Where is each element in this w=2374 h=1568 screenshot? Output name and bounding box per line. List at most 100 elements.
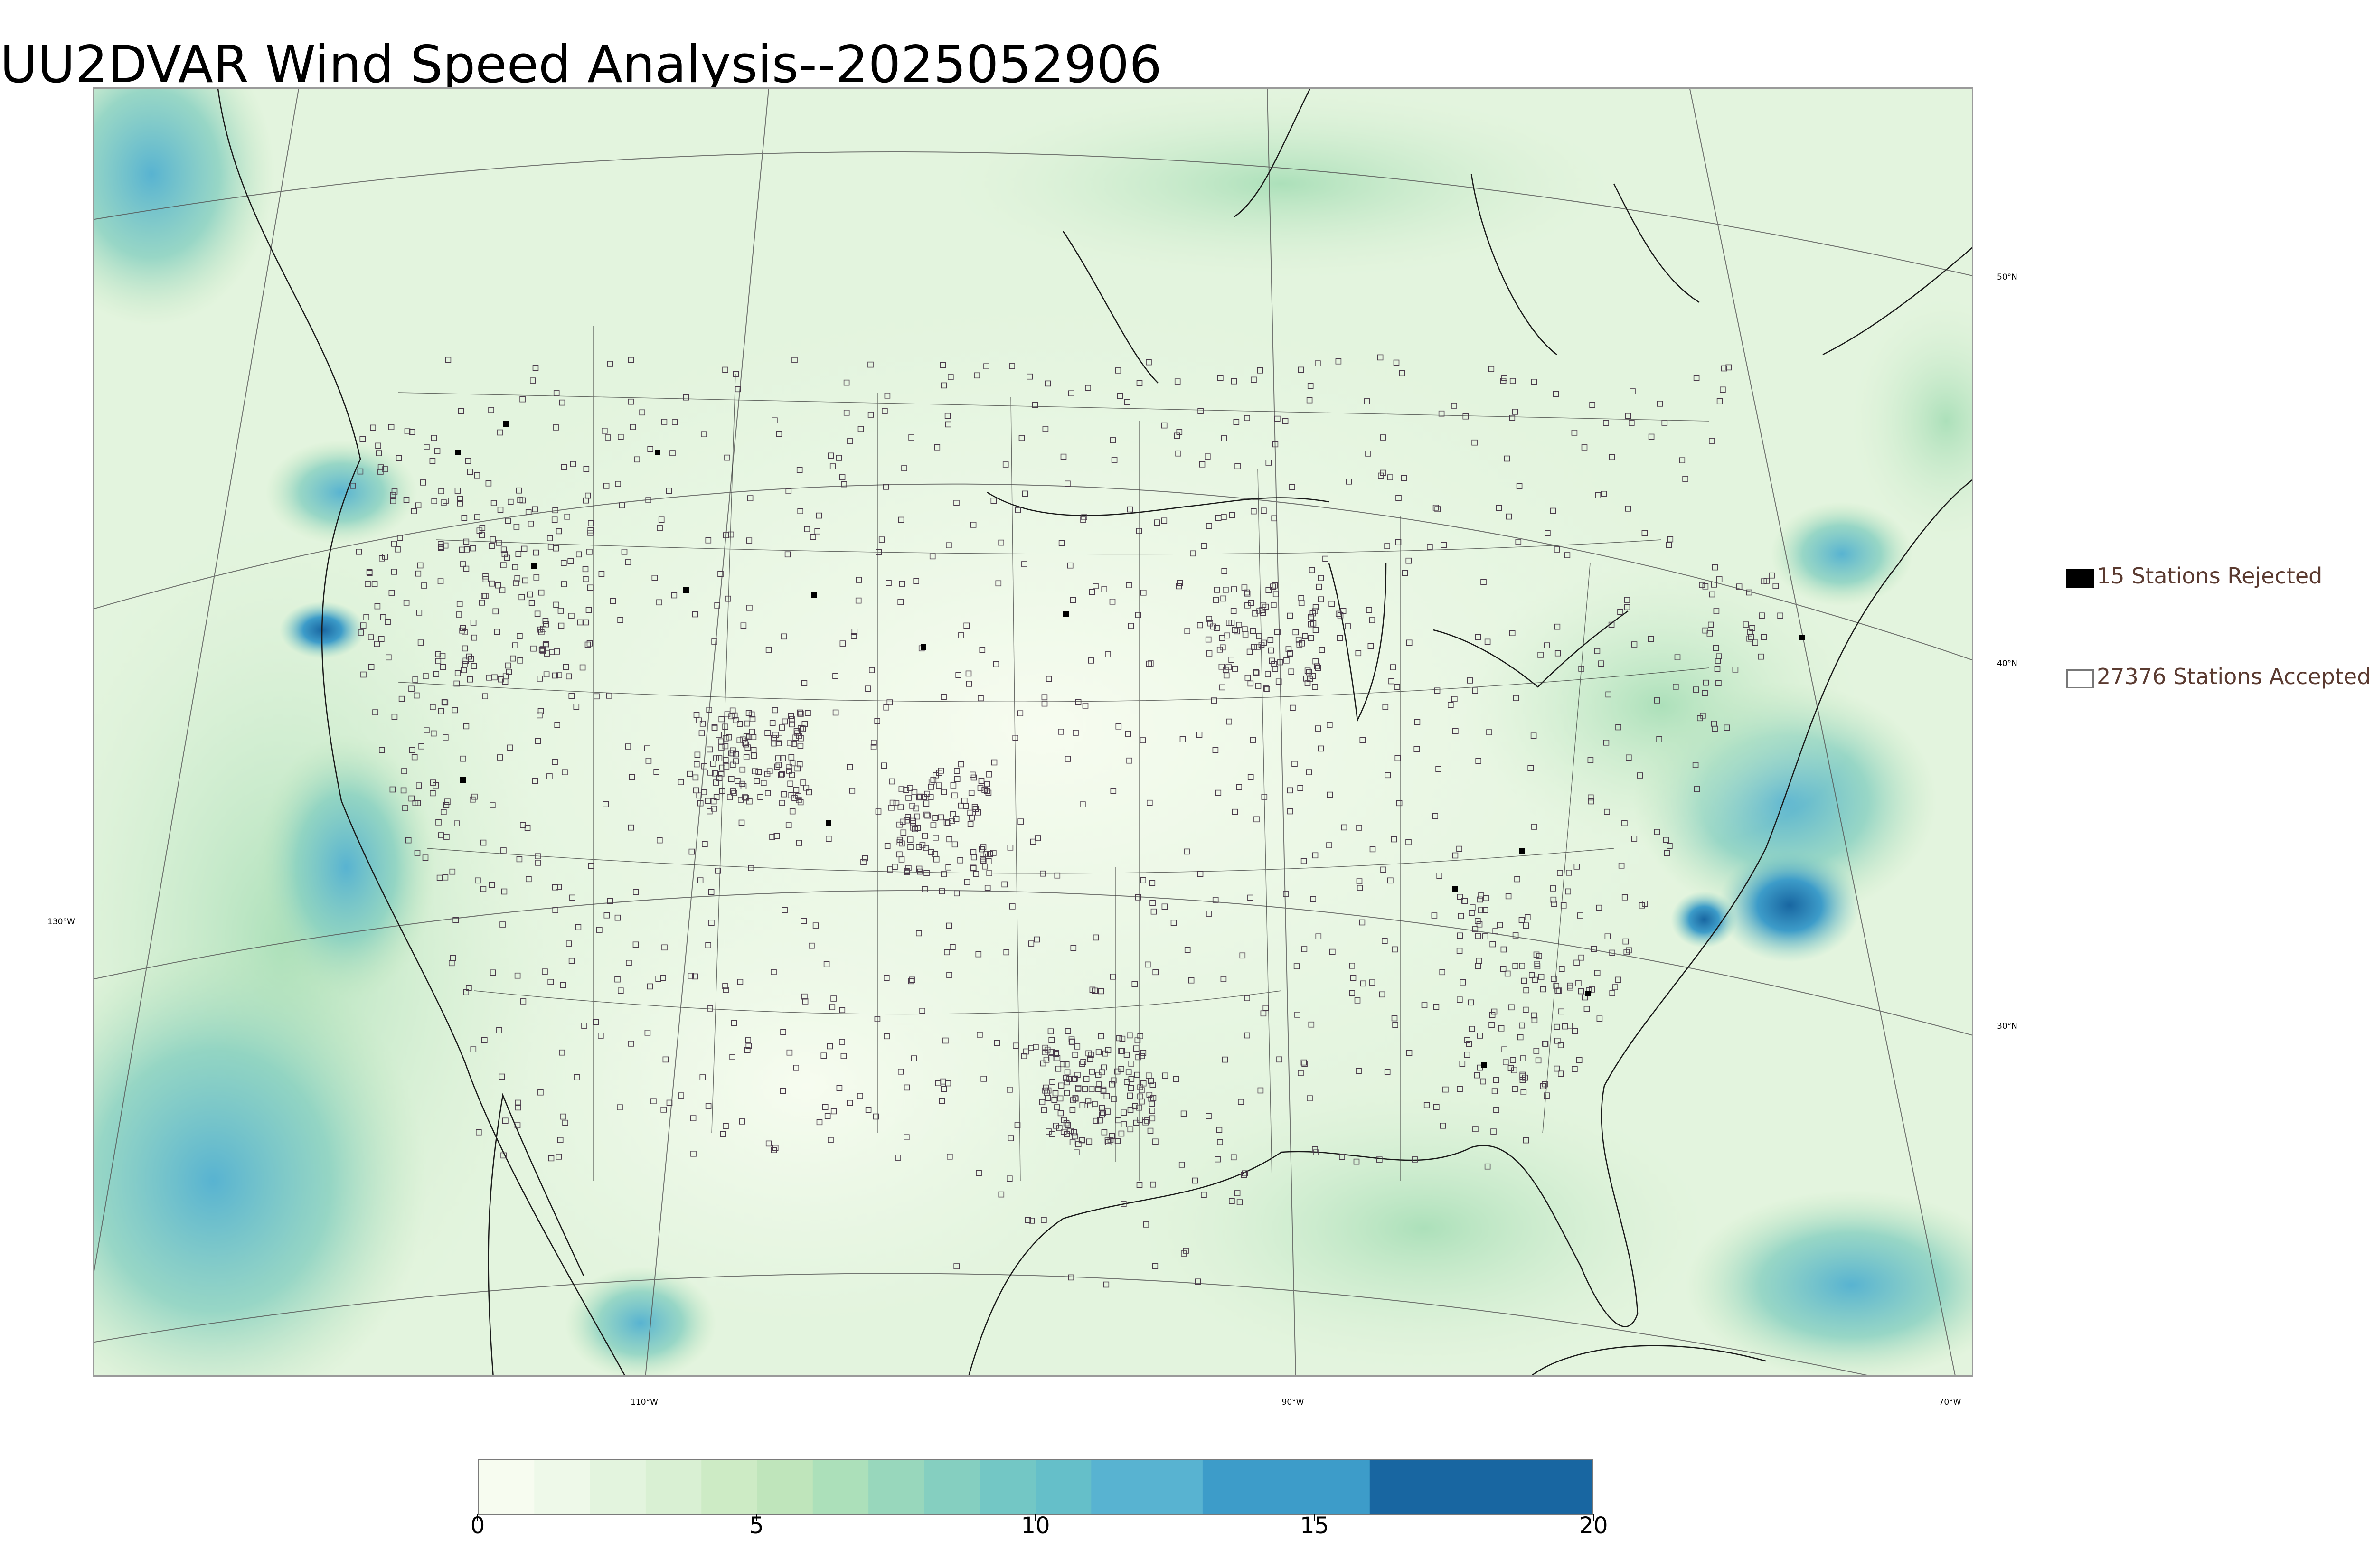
station-accepted-marker bbox=[1244, 591, 1251, 597]
station-accepted-marker bbox=[1395, 539, 1402, 545]
station-accepted-marker bbox=[1475, 758, 1481, 764]
station-accepted-marker bbox=[718, 771, 725, 777]
station-accepted-marker bbox=[1232, 627, 1238, 633]
station-accepted-marker bbox=[1115, 1138, 1121, 1144]
station-accepted-marker bbox=[699, 721, 706, 727]
station-accepted-marker bbox=[382, 466, 388, 472]
station-accepted-marker bbox=[1253, 669, 1259, 676]
station-accepted-marker bbox=[857, 426, 864, 432]
station-accepted-marker bbox=[526, 876, 532, 883]
station-accepted-marker bbox=[644, 745, 650, 751]
station-accepted-marker bbox=[543, 641, 549, 648]
station-accepted-marker bbox=[1379, 991, 1385, 998]
station-accepted-marker bbox=[791, 357, 798, 363]
station-accepted-marker bbox=[1101, 1064, 1107, 1071]
station-accepted-marker bbox=[1080, 801, 1086, 807]
station-accepted-marker bbox=[723, 735, 729, 742]
station-accepted-marker bbox=[1360, 980, 1366, 987]
station-accepted-marker bbox=[1131, 981, 1138, 987]
station-accepted-marker bbox=[1098, 988, 1104, 995]
station-accepted-marker bbox=[728, 713, 735, 720]
station-accepted-marker bbox=[1291, 761, 1298, 767]
station-accepted-marker bbox=[731, 790, 737, 796]
station-accepted-marker bbox=[530, 645, 537, 652]
station-accepted-marker bbox=[1498, 1025, 1505, 1032]
station-accepted-marker bbox=[1667, 843, 1673, 849]
station-accepted-marker bbox=[1608, 621, 1615, 628]
station-accepted-marker bbox=[1692, 762, 1699, 768]
station-accepted-marker bbox=[1234, 628, 1240, 635]
station-accepted-marker bbox=[1456, 845, 1462, 852]
station-accepted-marker bbox=[1472, 1126, 1479, 1132]
station-accepted-marker bbox=[385, 654, 392, 661]
station-accepted-marker bbox=[1566, 870, 1572, 876]
station-accepted-marker bbox=[1540, 1083, 1546, 1089]
station-accepted-marker bbox=[1312, 852, 1319, 859]
station-accepted-marker bbox=[1271, 515, 1277, 522]
station-accepted-marker bbox=[1298, 366, 1304, 373]
station-accepted-marker bbox=[843, 379, 850, 386]
station-accepted-marker bbox=[1533, 951, 1540, 958]
station-accepted-marker bbox=[1588, 794, 1594, 801]
station-accepted-marker bbox=[1519, 1073, 1526, 1080]
station-accepted-marker bbox=[1423, 1102, 1430, 1108]
station-accepted-marker bbox=[1504, 970, 1511, 977]
station-accepted-marker bbox=[421, 582, 427, 589]
station-accepted-marker bbox=[1724, 724, 1730, 731]
station-accepted-marker bbox=[515, 1104, 521, 1111]
station-accepted-marker bbox=[708, 920, 715, 926]
station-accepted-marker bbox=[435, 658, 442, 664]
station-accepted-marker bbox=[438, 488, 444, 494]
station-accepted-marker bbox=[824, 1113, 831, 1119]
station-accepted-marker bbox=[814, 528, 820, 535]
station-accepted-marker bbox=[786, 768, 792, 774]
station-accepted-marker bbox=[873, 1113, 879, 1120]
station-accepted-marker bbox=[841, 481, 847, 488]
station-accepted-marker bbox=[1140, 877, 1146, 883]
station-accepted-marker bbox=[1702, 627, 1708, 634]
station-accepted-marker bbox=[1148, 1096, 1154, 1102]
station-accepted-marker bbox=[958, 632, 964, 638]
station-accepted-marker bbox=[463, 565, 470, 572]
colorbar-bin bbox=[1369, 1460, 1592, 1514]
station-accepted-marker bbox=[441, 499, 447, 506]
station-accepted-marker bbox=[745, 1037, 751, 1043]
station-accepted-marker bbox=[942, 1037, 949, 1044]
wind-speed-map[interactable] bbox=[93, 87, 1973, 1377]
station-accepted-marker bbox=[1264, 686, 1270, 692]
station-accepted-marker bbox=[1432, 504, 1439, 511]
station-accepted-marker bbox=[1604, 933, 1611, 939]
station-accepted-marker bbox=[1133, 1119, 1140, 1126]
colorbar-tick-label: 20 bbox=[1579, 1512, 1608, 1539]
station-accepted-marker bbox=[1105, 651, 1111, 657]
station-accepted-marker bbox=[1376, 1156, 1383, 1163]
station-accepted-marker bbox=[644, 1030, 651, 1036]
station-accepted-marker bbox=[527, 591, 533, 598]
station-accepted-marker bbox=[443, 498, 449, 504]
station-accepted-marker bbox=[696, 792, 702, 799]
station-accepted-marker bbox=[747, 495, 754, 501]
station-accepted-marker bbox=[556, 672, 563, 678]
station-accepted-marker bbox=[520, 998, 527, 1005]
station-accepted-marker bbox=[1231, 586, 1237, 592]
station-accepted-marker bbox=[489, 882, 495, 888]
station-accepted-marker bbox=[1648, 636, 1654, 642]
station-accepted-marker bbox=[776, 431, 782, 437]
station-accepted-marker bbox=[781, 791, 787, 798]
station-accepted-marker bbox=[1307, 383, 1314, 389]
station-accepted-marker bbox=[1253, 816, 1260, 823]
station-accepted-marker bbox=[452, 917, 459, 923]
station-accepted-marker bbox=[418, 743, 424, 750]
station-accepted-marker bbox=[730, 788, 736, 794]
station-accepted-marker bbox=[480, 839, 487, 846]
station-accepted-marker bbox=[560, 1113, 566, 1120]
colorbar-bin bbox=[645, 1460, 702, 1514]
station-accepted-marker bbox=[1029, 1218, 1035, 1224]
station-rejected-marker bbox=[455, 450, 461, 455]
station-accepted-marker bbox=[1064, 1090, 1070, 1096]
station-accepted-marker bbox=[939, 888, 945, 894]
station-accepted-marker bbox=[1149, 1115, 1156, 1122]
station-accepted-marker bbox=[1326, 842, 1332, 848]
station-accepted-marker bbox=[1315, 725, 1321, 732]
station-accepted-marker bbox=[1567, 982, 1573, 989]
